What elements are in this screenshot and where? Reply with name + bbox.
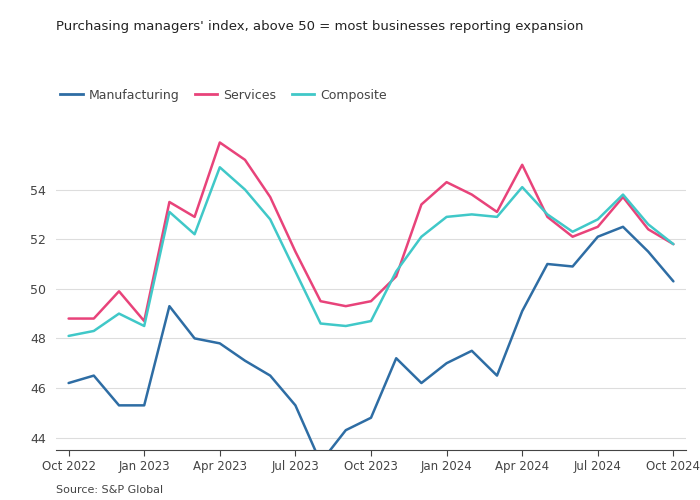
Manufacturing xyxy=(216,340,224,346)
Manufacturing xyxy=(669,278,678,284)
Services xyxy=(442,179,451,185)
Services xyxy=(417,202,426,207)
Services xyxy=(165,199,174,205)
Composite xyxy=(518,184,526,190)
Text: Purchasing managers' index, above 50 = most businesses reporting expansion: Purchasing managers' index, above 50 = m… xyxy=(56,20,584,33)
Composite xyxy=(367,318,375,324)
Services xyxy=(493,209,501,215)
Manufacturing xyxy=(367,415,375,421)
Manufacturing xyxy=(241,358,249,364)
Composite xyxy=(190,231,199,237)
Manufacturing xyxy=(140,402,148,408)
Services xyxy=(543,214,552,220)
Manufacturing xyxy=(266,372,274,378)
Manufacturing xyxy=(468,348,476,354)
Manufacturing xyxy=(644,248,652,254)
Legend: Manufacturing, Services, Composite: Manufacturing, Services, Composite xyxy=(55,84,392,107)
Composite xyxy=(442,214,451,220)
Manufacturing xyxy=(291,402,300,408)
Services xyxy=(568,234,577,239)
Services xyxy=(594,224,602,230)
Manufacturing xyxy=(115,402,123,408)
Composite xyxy=(291,268,300,274)
Composite xyxy=(392,268,400,274)
Composite xyxy=(90,328,98,334)
Composite xyxy=(140,323,148,329)
Manufacturing xyxy=(190,336,199,342)
Composite xyxy=(165,209,174,215)
Manufacturing xyxy=(518,308,526,314)
Services xyxy=(316,298,325,304)
Composite xyxy=(493,214,501,220)
Services xyxy=(669,241,678,247)
Composite xyxy=(316,320,325,326)
Composite xyxy=(115,310,123,316)
Manufacturing xyxy=(568,264,577,270)
Manufacturing xyxy=(316,460,325,466)
Composite xyxy=(417,234,426,239)
Manufacturing xyxy=(392,355,400,361)
Manufacturing xyxy=(64,380,73,386)
Line: Manufacturing: Manufacturing xyxy=(69,227,673,462)
Line: Services: Services xyxy=(69,142,673,321)
Manufacturing xyxy=(442,360,451,366)
Composite xyxy=(266,216,274,222)
Composite xyxy=(241,186,249,192)
Services xyxy=(64,316,73,322)
Services xyxy=(140,318,148,324)
Composite xyxy=(619,192,627,198)
Services xyxy=(266,194,274,200)
Services xyxy=(115,288,123,294)
Services xyxy=(644,226,652,232)
Services xyxy=(392,274,400,280)
Manufacturing xyxy=(493,372,501,378)
Manufacturing xyxy=(417,380,426,386)
Text: Source: S&P Global: Source: S&P Global xyxy=(56,485,163,495)
Composite xyxy=(216,164,224,170)
Services xyxy=(342,303,350,309)
Composite xyxy=(64,333,73,339)
Manufacturing xyxy=(594,234,602,239)
Composite xyxy=(342,323,350,329)
Manufacturing xyxy=(619,224,627,230)
Manufacturing xyxy=(342,427,350,433)
Services xyxy=(216,140,224,145)
Manufacturing xyxy=(165,303,174,309)
Composite xyxy=(568,229,577,235)
Manufacturing xyxy=(90,372,98,378)
Composite xyxy=(669,241,678,247)
Services xyxy=(518,162,526,168)
Composite xyxy=(594,216,602,222)
Line: Composite: Composite xyxy=(69,168,673,336)
Composite xyxy=(468,212,476,218)
Services xyxy=(291,248,300,254)
Services xyxy=(90,316,98,322)
Services xyxy=(367,298,375,304)
Services xyxy=(241,157,249,163)
Services xyxy=(190,214,199,220)
Services xyxy=(619,194,627,200)
Manufacturing xyxy=(543,261,552,267)
Services xyxy=(468,192,476,198)
Composite xyxy=(644,222,652,228)
Composite xyxy=(543,212,552,218)
